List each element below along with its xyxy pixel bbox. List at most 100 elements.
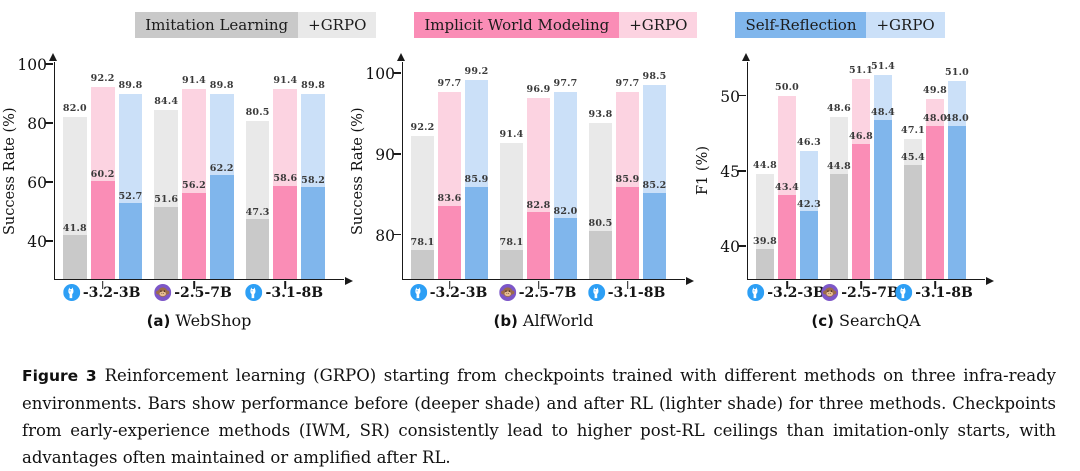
bar-before-rl	[245, 219, 270, 279]
llama-icon	[895, 284, 913, 301]
bar-before-rl	[182, 192, 206, 279]
value-label-before-rl: 58.2	[301, 174, 326, 186]
plot-area-webshop: 82.0 41.8 92.2 60.2 89.8 52.7 84.4 51.6 91.4 56.2…	[45, 53, 353, 289]
y-tick-mark	[393, 72, 402, 74]
value-label-after-rl: 50.0	[775, 81, 799, 93]
value-label-after-rl: 97.7	[437, 77, 462, 89]
x-category-label: -2.5-7B	[841, 284, 899, 301]
value-label-after-rl: 99.2	[464, 65, 489, 77]
value-label-before-rl: 82.8	[526, 199, 551, 211]
value-label-after-rl: 46.3	[797, 137, 821, 149]
value-label-before-rl: 83.6	[437, 193, 462, 205]
value-label-before-rl: 44.8	[827, 161, 851, 173]
value-label-before-rl: 85.2	[642, 180, 667, 192]
bar-before-rl	[118, 203, 143, 279]
bar-before-rl	[948, 125, 966, 279]
bar-before-rl	[589, 230, 612, 279]
value-label-before-rl: 82.0	[553, 205, 578, 217]
x-category-label: -3.2-3B	[82, 284, 141, 301]
value-label-before-rl: 48.0	[923, 113, 947, 125]
y-tick-mark	[45, 181, 54, 183]
llama-icon	[747, 284, 765, 301]
value-label-before-rl: 60.2	[90, 168, 115, 180]
legend-swatch-self-reflection: Self-Reflection	[735, 12, 867, 38]
legend-swatch-self-reflection-grpo: +GRPO	[866, 12, 945, 38]
x-category--2-5-7B: -2.5-7B	[821, 284, 899, 301]
bar-before-rl	[500, 249, 523, 279]
bar-before-rl	[643, 192, 666, 279]
value-label-before-rl: 48.4	[871, 107, 895, 119]
value-label-before-rl: 85.9	[464, 174, 489, 186]
y-tick-label: 100	[17, 55, 47, 74]
value-label-after-rl: 51.4	[871, 60, 895, 72]
bar-before-rl	[90, 181, 115, 279]
x-category-label: -3.2-3B	[429, 284, 488, 301]
panel-label: (c)	[811, 312, 835, 330]
value-label-before-rl: 43.4	[775, 182, 799, 194]
x-tick-mark	[284, 280, 287, 289]
value-label-after-rl: 84.4	[154, 95, 179, 107]
subplot-title-alfworld: (b) AlfWorld	[402, 311, 685, 330]
legend-swatch-imitation-learning-grpo: +GRPO	[298, 12, 377, 38]
subplot-title-webshop: (a) WebShop	[54, 311, 344, 330]
chart-searchqa: F1 (%) 40 45 50 44.8 39.8 50.0 43.4 46.3 42.3 48…	[693, 53, 994, 330]
x-tick-mark	[786, 280, 788, 289]
charts-row: Success Rate (%) 40 60 80 100 82.0 41.8 92.2 6…	[0, 48, 1080, 350]
legend-swatch-implicit-world-modeling: Implicit World Modeling	[414, 12, 620, 38]
value-label-after-rl: 49.8	[923, 84, 947, 96]
value-label-before-rl: 62.2	[209, 162, 234, 174]
value-label-before-rl: 51.6	[154, 194, 179, 206]
x-tick-mark	[101, 280, 104, 289]
value-label-after-rl: 92.2	[410, 122, 435, 134]
value-label-after-rl: 89.8	[118, 80, 143, 91]
value-label-before-rl: 46.8	[849, 131, 873, 143]
x-category--3-2-3B: -3.2-3B	[747, 284, 825, 301]
value-label-after-rl: 82.0	[62, 102, 87, 114]
qwen-monkey-icon	[154, 284, 172, 301]
value-label-after-rl: 97.7	[553, 77, 578, 89]
y-tick-label: 80	[375, 226, 395, 245]
y-tick-label: 80	[27, 114, 47, 133]
plot-area-searchqa: 44.8 39.8 50.0 43.4 46.3 42.3 48.6 44.8 51.1 46.8…	[738, 53, 994, 289]
value-label-before-rl: 47.3	[245, 206, 270, 218]
bar-before-rl	[778, 194, 796, 279]
value-label-before-rl: 78.1	[499, 237, 524, 249]
subplot-title-searchqa: (c) SearchQA	[747, 311, 985, 330]
value-label-after-rl: 47.1	[901, 125, 925, 137]
y-axis-ticks-searchqa: 40 45 50	[713, 62, 747, 280]
bar-after-rl	[500, 142, 523, 279]
y-tick-label: 40	[27, 232, 47, 251]
bar-before-rl	[616, 186, 639, 279]
x-category-label: -2.5-7B	[174, 284, 232, 301]
x-category--2-5-7B: -2.5-7B	[498, 284, 576, 301]
bar-after-rl	[411, 136, 434, 279]
chart-alfworld: Success Rate (%) 80 90 100 92.2 78.1 97.7 83.…	[348, 53, 694, 330]
bar-before-rl	[411, 249, 434, 279]
y-axis-label-webshop: Success Rate (%)	[2, 107, 18, 235]
x-category--3-1-8B: -3.1-8B	[245, 284, 323, 301]
x-tick-mark	[860, 280, 862, 289]
y-tick-mark	[45, 122, 54, 124]
llama-icon	[587, 284, 605, 301]
legend-item-implicit-world-modeling: Implicit World Modeling +GRPO	[414, 12, 698, 38]
subplot-name: AlfWorld	[522, 311, 594, 330]
bar-before-rl	[465, 186, 488, 279]
bar-before-rl	[154, 206, 179, 279]
qwen-monkey-icon	[498, 284, 516, 301]
value-label-after-rl: 89.8	[209, 80, 234, 91]
bar-before-rl	[800, 211, 818, 279]
value-label-before-rl: 48.0	[945, 113, 969, 125]
value-label-before-rl: 85.9	[615, 174, 640, 186]
bar-before-rl	[527, 212, 550, 279]
value-label-after-rl: 91.4	[273, 75, 298, 87]
y-tick-mark	[45, 239, 54, 242]
value-label-before-rl: 58.6	[273, 173, 298, 185]
x-tick-mark	[537, 280, 540, 289]
value-label-after-rl: 44.8	[753, 159, 777, 171]
value-label-after-rl: 91.4	[182, 75, 206, 87]
value-label-before-rl: 56.2	[182, 180, 206, 192]
y-tick-label: 40	[720, 237, 740, 256]
bar-before-rl	[554, 218, 577, 279]
value-label-after-rl: 51.1	[849, 65, 873, 77]
bar-before-rl	[830, 173, 848, 279]
